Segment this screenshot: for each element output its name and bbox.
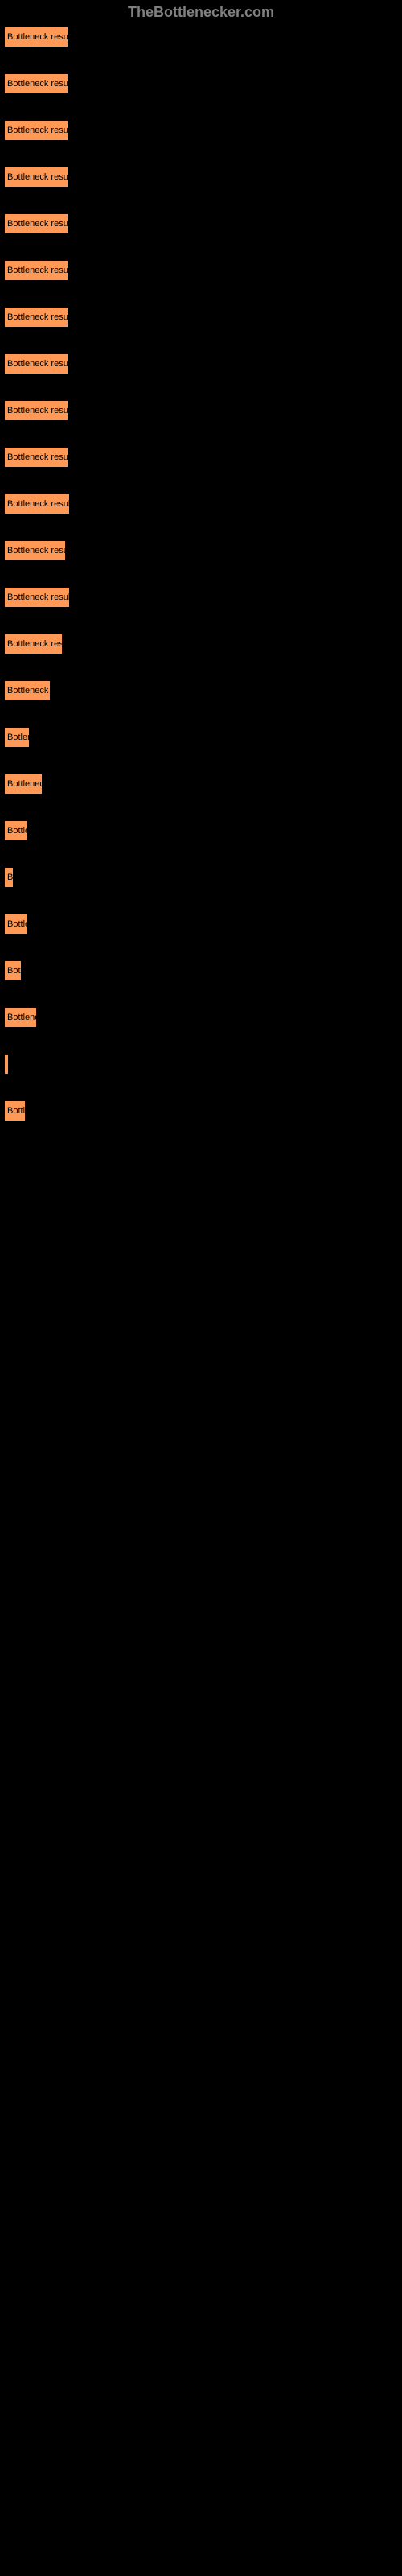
bar-wrapper: Bottle	[4, 914, 398, 935]
bar-item: Bottleneck resu	[4, 634, 63, 654]
bar-label: Bottleneck result	[7, 126, 68, 135]
bar-wrapper: Bottleneck result	[4, 260, 398, 281]
bar-wrapper: Bottleneck result	[4, 120, 398, 141]
header: TheBottlenecker.com	[0, 0, 402, 25]
bar-label: Bottleneck result	[7, 79, 68, 89]
bar-label: Bot	[7, 966, 21, 976]
bar-label: Bottleneck result	[7, 452, 68, 462]
bar-label: Bottleneck result	[7, 359, 68, 369]
bar-item: Bottleneck result	[4, 120, 68, 141]
bar-wrapper: Bottleneck result	[4, 447, 398, 468]
bar-item: Bot	[4, 960, 22, 981]
bar-item	[4, 1054, 9, 1075]
bar-wrapper: Bottleneck	[4, 774, 398, 795]
bar-label: Bottleneck result	[7, 219, 68, 229]
bar-label: Bottleneck result	[7, 406, 68, 415]
bar-item: Bottleneck result	[4, 307, 68, 328]
bar-wrapper	[4, 1054, 398, 1075]
bar-wrapper: Bottle	[4, 820, 398, 841]
bar-label: Bottle	[7, 826, 28, 836]
bar-item: Bottleneck result	[4, 400, 68, 421]
bar-item: Bottleneck	[4, 774, 43, 795]
bar-wrapper: Bottleneck result	[4, 307, 398, 328]
bar-label: Bottle	[7, 919, 28, 929]
bar-wrapper: B	[4, 867, 398, 888]
bar-item: Bottleneck result	[4, 73, 68, 94]
bar-wrapper: Bottleneck result	[4, 400, 398, 421]
bar-label: Bottleneck result	[7, 172, 68, 182]
bar-item: Bottl	[4, 1100, 26, 1121]
bar-wrapper: Bottleneck result	[4, 213, 398, 234]
bar-label: Bottleneck result	[7, 499, 70, 509]
bar-label: B	[7, 873, 13, 882]
bar-item: Bottleneck result	[4, 493, 70, 514]
bar-item: Bottleneck result	[4, 167, 68, 188]
bar-wrapper: Bottleneck result	[4, 167, 398, 188]
bar-label: Bottleneck result	[7, 32, 68, 42]
bar-label: Bottleneck r	[7, 686, 51, 696]
bar-item: Bottlene	[4, 1007, 37, 1028]
bar-label: Bottlene	[7, 1013, 37, 1022]
bar-wrapper: Bottleneck result	[4, 73, 398, 94]
bar-chart: Bottleneck result Bottleneck result Bottle…	[0, 25, 402, 1149]
bar-item: Bottle	[4, 820, 28, 841]
bar-wrapper: Bottlene	[4, 1007, 398, 1028]
bar-item: Bottle	[4, 914, 28, 935]
bar-label: Bottleneck result	[7, 312, 68, 322]
bar-item: Bottleneck result	[4, 447, 68, 468]
bar-label: Bottleneck	[7, 779, 43, 789]
bar-item: Bottleneck result	[4, 260, 68, 281]
bar-label: Bottl	[7, 1106, 25, 1116]
bar-wrapper: Bottleneck result	[4, 27, 398, 47]
bar-wrapper: Bottleneck r	[4, 680, 398, 701]
bar-item: Bottleneck resul	[4, 540, 66, 561]
bar-label: Bottleneck result	[7, 266, 68, 275]
bar-label: Bottleneck resu	[7, 639, 63, 649]
bar-wrapper: Bottleneck resu	[4, 634, 398, 654]
page-title: TheBottlenecker.com	[128, 4, 274, 20]
bar-wrapper: Bottleneck result	[4, 587, 398, 608]
bar-wrapper: Bottl	[4, 1100, 398, 1121]
bar-item: Bottleneck result	[4, 27, 68, 47]
bar-label: Bottleneck result	[7, 592, 70, 602]
bar-item: Bottleneck result	[4, 587, 70, 608]
bar-wrapper: Botlen	[4, 727, 398, 748]
bar-item: Bottleneck result	[4, 213, 68, 234]
bar-item: B	[4, 867, 14, 888]
bar-wrapper: Bottleneck resul	[4, 540, 398, 561]
bar-wrapper: Bot	[4, 960, 398, 981]
bar-item: Bottleneck result	[4, 353, 68, 374]
bar-label: Botlen	[7, 733, 30, 742]
bar-wrapper: Bottleneck result	[4, 493, 398, 514]
bar-item: Bottleneck r	[4, 680, 51, 701]
bar-label: Bottleneck resul	[7, 546, 66, 555]
bar-wrapper: Bottleneck result	[4, 353, 398, 374]
bar-item: Botlen	[4, 727, 30, 748]
